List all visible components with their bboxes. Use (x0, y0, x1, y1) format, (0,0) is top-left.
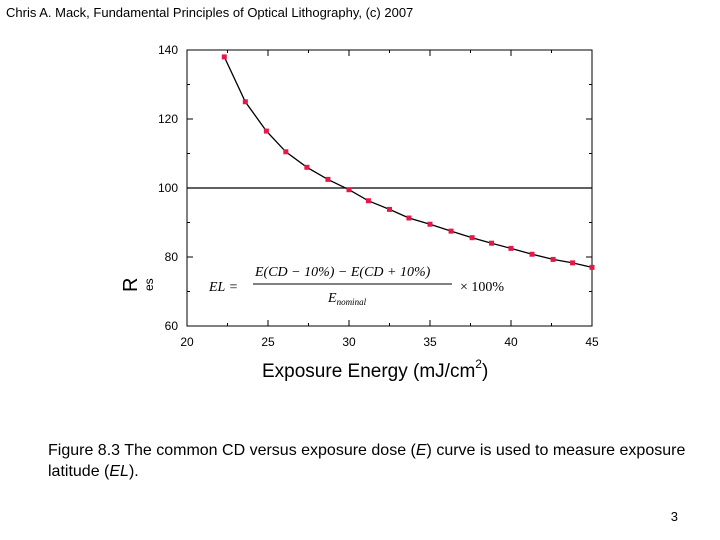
y-axis-label: R (120, 278, 142, 292)
data-point (589, 264, 595, 270)
data-point (242, 99, 248, 105)
data-point (469, 235, 475, 241)
data-point (304, 164, 310, 170)
y-tick-label: 80 (165, 250, 179, 264)
data-point (221, 54, 227, 60)
y-tick-label: 120 (158, 112, 178, 126)
x-tick-label: 35 (423, 335, 437, 349)
axis-ticks (186, 49, 593, 327)
source-credit: Chris A. Mack, Fundamental Principles of… (6, 5, 414, 20)
figure-caption: Figure 8.3 The common CD versus exposure… (48, 442, 686, 480)
data-point (283, 149, 289, 155)
x-tick-label: 45 (585, 335, 599, 349)
y-axis-label-extra: es (142, 278, 156, 291)
data-point (263, 128, 269, 134)
page-number: 3 (670, 509, 678, 524)
y-tick-label: 140 (158, 43, 178, 57)
data-point (529, 251, 535, 257)
y-tick-label: 60 (165, 319, 179, 333)
data-point (387, 206, 392, 212)
formula-denominator: Enominal (327, 291, 367, 307)
axis-tick-labels: 20 25 30 35 40 45 60 80 100 120 140 (158, 43, 599, 349)
data-point (365, 198, 371, 204)
data-point (325, 176, 331, 182)
x-tick-label: 25 (261, 335, 275, 349)
data-point (448, 228, 454, 234)
data-point (427, 221, 433, 227)
y-tick-label: 100 (158, 181, 178, 195)
data-point (570, 260, 576, 266)
x-tick-label: 40 (504, 335, 518, 349)
formula-numerator: E(CD − 10%) − E(CD + 10%) (254, 265, 431, 280)
x-tick-label: 30 (342, 335, 356, 349)
exposure-latitude-formula: EL = E(CD − 10%) − E(CD + 10%) Enominal … (208, 265, 504, 307)
data-point (489, 240, 495, 246)
data-point (550, 256, 556, 262)
data-point (406, 215, 412, 221)
x-tick-label: 20 (180, 335, 194, 349)
cd-curve-line (223, 56, 593, 269)
formula-lhs: EL = (208, 280, 238, 295)
data-point (508, 245, 514, 251)
x-axis-label: Exposure Energy (mJ/cm2) (262, 357, 488, 382)
data-point (346, 187, 352, 193)
formula-times: × 100% (460, 280, 504, 295)
data-markers (221, 54, 595, 270)
